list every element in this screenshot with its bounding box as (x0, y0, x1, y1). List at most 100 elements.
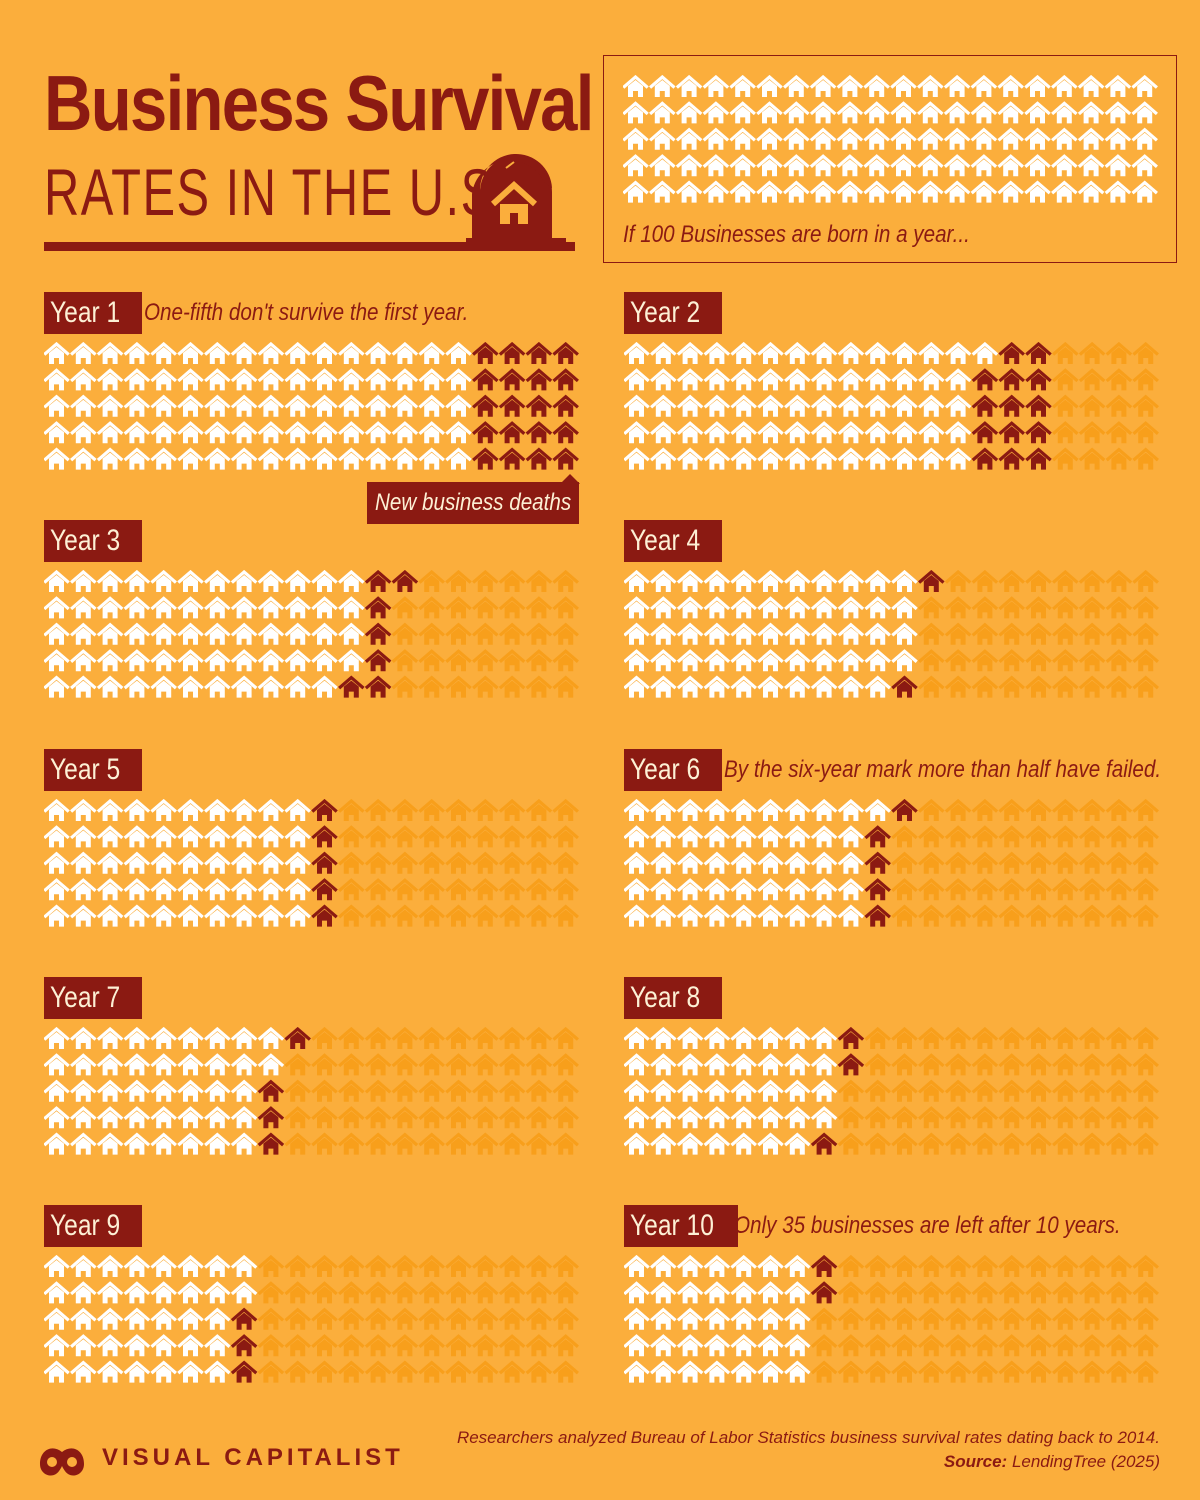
house-icon-alive (624, 1079, 650, 1102)
house-icon-past-death (998, 1132, 1025, 1155)
house-icon-past-death (472, 622, 499, 645)
house-icon-past-death (525, 1132, 553, 1155)
house-icon-alive (757, 675, 784, 698)
house-icon-past-death (1078, 878, 1106, 901)
house-icon-alive (623, 75, 649, 97)
house-icon-past-death (525, 1255, 553, 1277)
year-label: Year 7 (44, 977, 142, 1019)
house-icon-past-death (391, 799, 419, 821)
house-icon-past-death (971, 1307, 999, 1330)
house-icon-alive (123, 1281, 151, 1304)
house-icon-alive (1051, 180, 1078, 203)
house-icon-past-death (498, 1132, 526, 1155)
intro-box (603, 55, 1177, 263)
house-icon-alive (96, 851, 124, 874)
house-icon-alive (650, 851, 677, 874)
house-icon-alive (917, 101, 944, 124)
house-icon-alive (809, 127, 837, 150)
house-icon-alive (96, 1255, 124, 1277)
house-icon-past-death (552, 1106, 579, 1129)
house-icon-past-death (1025, 799, 1052, 821)
house-icon-past-death (284, 1281, 311, 1304)
house-icon-alive (44, 825, 70, 848)
house-icon-alive (676, 368, 704, 391)
house-icon-alive (757, 1281, 784, 1304)
house-icon-alive (784, 799, 811, 821)
house-icon-alive (650, 1079, 677, 1102)
house-icon-past-death (472, 1307, 499, 1330)
house-icon-past-death (1132, 904, 1159, 927)
house-icon-alive (675, 154, 703, 177)
house-icon-past-death (998, 878, 1025, 901)
house-icon-past-death (944, 675, 972, 698)
house-icon-alive (891, 342, 918, 364)
house-icon-new-death (525, 342, 553, 364)
house-icon-alive (623, 154, 649, 177)
waffle-grid (44, 1027, 579, 1155)
house-icon-alive (284, 596, 311, 619)
year-note: One-fifth don't survive the first year. (144, 299, 469, 326)
house-icon-alive (96, 675, 124, 698)
waffle-grid (44, 342, 579, 470)
house-icon-past-death (445, 1132, 472, 1155)
house-icon-alive (676, 1360, 704, 1383)
house-icon-alive (70, 1334, 97, 1357)
house-icon-alive (44, 596, 70, 619)
house-icon-alive (230, 342, 258, 364)
page-title: Business Survival (44, 59, 594, 147)
house-icon-alive (123, 570, 151, 592)
house-icon-past-death (284, 1106, 311, 1129)
house-icon-alive (230, 421, 258, 444)
house-icon-past-death (1105, 1027, 1133, 1049)
house-icon-alive (730, 1132, 757, 1155)
house-icon-past-death (1105, 1307, 1133, 1330)
house-icon-alive (650, 904, 677, 927)
house-icon-new-death (364, 649, 392, 672)
house-icon-alive (123, 1053, 151, 1076)
house-icon-alive (311, 421, 338, 444)
house-icon-alive (810, 878, 838, 901)
house-icon-past-death (944, 904, 972, 927)
house-icon-new-death (391, 570, 419, 592)
house-icon-past-death (891, 1307, 918, 1330)
house-icon-past-death (1105, 904, 1133, 927)
house-icon-past-death (1132, 851, 1159, 874)
house-icon-alive (284, 649, 311, 672)
house-icon-alive (1104, 101, 1132, 124)
house-icon-alive (624, 878, 650, 901)
house-icon-alive (810, 368, 838, 391)
house-icon-alive (676, 851, 704, 874)
waffle-grid (44, 1255, 579, 1383)
house-icon-new-death (1025, 368, 1052, 391)
house-icon-new-death (864, 904, 891, 927)
house-icon-new-death (311, 904, 338, 927)
house-icon-alive (810, 675, 838, 698)
house-icon-alive (204, 1027, 231, 1049)
house-icon-alive (730, 596, 757, 619)
house-icon-alive (44, 1334, 70, 1357)
house-icon-past-death (525, 904, 553, 927)
house-icon-past-death (1025, 904, 1052, 927)
house-icon-alive (96, 825, 124, 848)
house-icon-past-death (1025, 1053, 1052, 1076)
house-icon-past-death (1025, 851, 1052, 874)
house-icon-alive (70, 596, 97, 619)
house-icon-alive (757, 878, 784, 901)
house-icon-alive (204, 622, 231, 645)
house-icon-alive (624, 622, 650, 645)
house-icon-past-death (1132, 1053, 1159, 1076)
house-icon-alive (230, 447, 258, 470)
house-icon-past-death (391, 596, 419, 619)
house-icon-alive (123, 447, 151, 470)
house-icon-past-death (1078, 1307, 1106, 1330)
house-icon-alive (997, 127, 1024, 150)
house-icon-past-death (918, 1255, 945, 1277)
house-icon-alive (703, 447, 731, 470)
house-icon-past-death (918, 878, 945, 901)
house-icon-alive (784, 1334, 811, 1357)
house-icon-alive (810, 394, 838, 417)
house-icon-past-death (552, 1307, 579, 1330)
house-icon-past-death (552, 675, 579, 698)
house-icon-alive (784, 878, 811, 901)
house-icon-alive (650, 368, 677, 391)
